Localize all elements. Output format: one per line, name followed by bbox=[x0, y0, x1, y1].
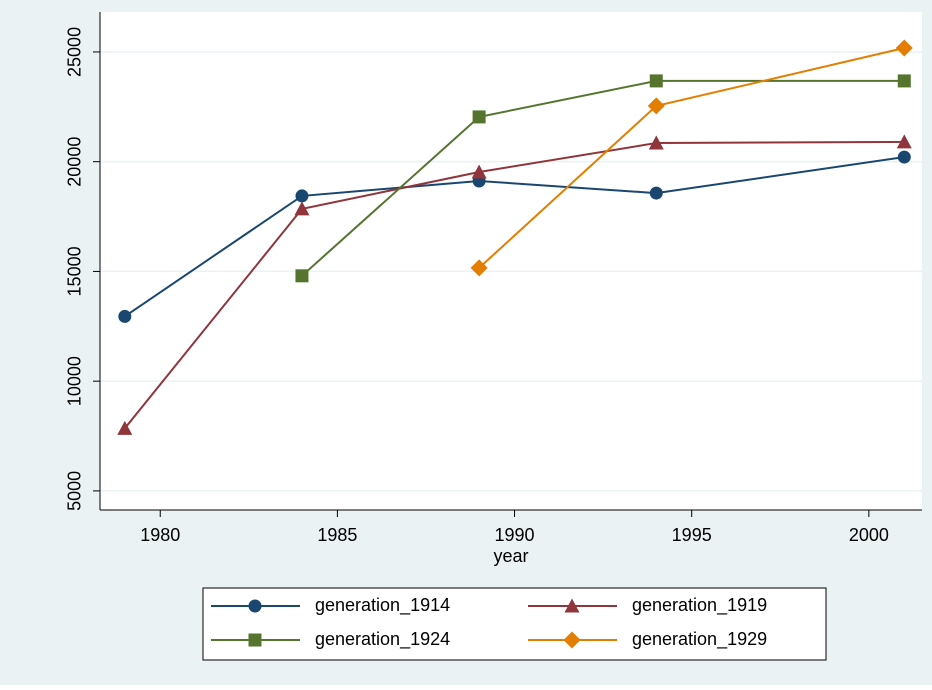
marker bbox=[895, 39, 913, 57]
marker bbox=[647, 97, 665, 115]
marker bbox=[648, 135, 664, 150]
marker bbox=[248, 633, 262, 647]
marker bbox=[472, 110, 486, 124]
series-line bbox=[301, 79, 905, 277]
marker bbox=[897, 74, 911, 88]
legend-label: generation_1919 bbox=[632, 595, 767, 616]
marker bbox=[295, 189, 309, 203]
y-tick-label: 10000 bbox=[65, 356, 85, 406]
plot-area bbox=[100, 12, 922, 510]
x-tick-label: 1995 bbox=[672, 525, 712, 545]
y-tick-label: 15000 bbox=[65, 246, 85, 296]
marker bbox=[649, 186, 663, 200]
x-tick-label: 1990 bbox=[495, 525, 535, 545]
marker bbox=[563, 631, 581, 649]
marker bbox=[248, 599, 262, 613]
legend-label: generation_1914 bbox=[315, 595, 450, 616]
marker bbox=[897, 150, 911, 164]
legend-label: generation_1929 bbox=[632, 629, 767, 650]
marker bbox=[117, 420, 133, 435]
y-tick-label: 25000 bbox=[65, 27, 85, 77]
x-tick-label: 2000 bbox=[849, 525, 889, 545]
y-tick-label: 5000 bbox=[65, 471, 85, 511]
marker bbox=[896, 134, 912, 149]
legend bbox=[202, 587, 827, 661]
y-tick-label: 20000 bbox=[65, 137, 85, 187]
x-tick-label: 1980 bbox=[140, 525, 180, 545]
marker bbox=[294, 201, 310, 216]
x-axis-title: year bbox=[493, 546, 528, 566]
marker bbox=[470, 259, 488, 277]
marker bbox=[564, 598, 580, 613]
legend-label: generation_1924 bbox=[315, 629, 450, 650]
marker bbox=[649, 74, 663, 88]
marker bbox=[118, 309, 132, 323]
x-tick-label: 1985 bbox=[317, 525, 357, 545]
marker bbox=[471, 164, 487, 179]
marker bbox=[295, 269, 309, 283]
